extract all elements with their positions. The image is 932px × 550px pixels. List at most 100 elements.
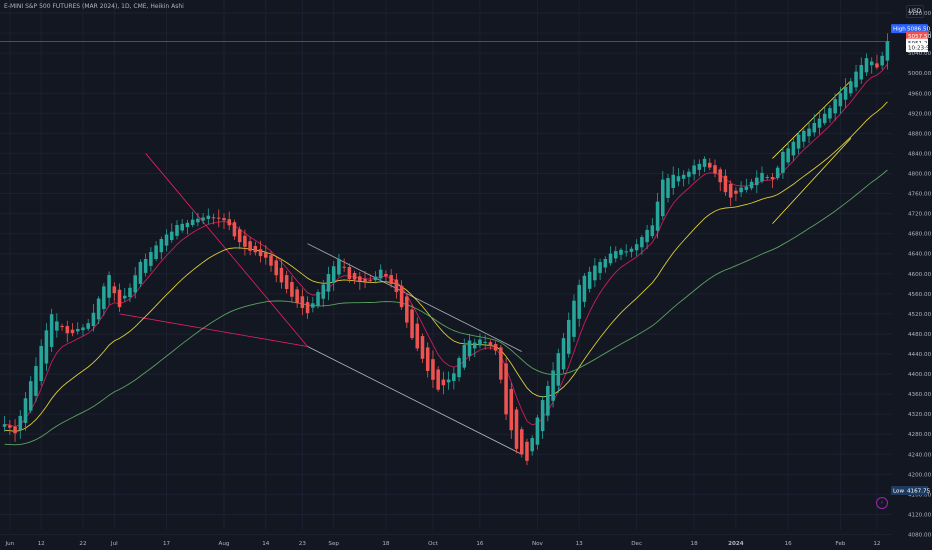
candle-body	[807, 128, 811, 137]
candle-body	[749, 181, 754, 189]
candle-body	[786, 148, 790, 163]
candle-body	[530, 438, 534, 452]
candle-body	[321, 284, 326, 299]
candle-body	[185, 222, 190, 228]
candle-body	[91, 312, 96, 327]
candle-body	[723, 175, 728, 193]
time-tick-label: Dec	[631, 541, 642, 547]
candle-body	[546, 385, 550, 416]
price-axis: 5120.005080.005040.005000.004960.004920.…	[908, 11, 932, 538]
candle-body	[577, 284, 581, 319]
candle-body	[305, 302, 310, 314]
currency-button[interactable]: USD	[906, 5, 924, 18]
candle-body	[812, 122, 817, 133]
sma-slow-line	[4, 169, 888, 446]
candle-body	[875, 63, 879, 68]
candle-body	[692, 165, 696, 175]
low-price-tag: Low 4167.75	[891, 486, 931, 496]
downtrend-line	[145, 153, 308, 347]
price-tick-label: 4360.00	[908, 392, 932, 398]
candle-body	[702, 158, 707, 167]
candle-body	[227, 219, 231, 226]
candle-body	[854, 71, 858, 88]
time-tick-label: 2024	[728, 541, 744, 547]
price-tick-label: 4400.00	[908, 372, 932, 378]
price-tick-label: 4240.00	[908, 452, 932, 458]
candle-body	[452, 373, 456, 381]
candle-body	[75, 328, 80, 332]
candle-body	[645, 229, 649, 243]
time-tick-label: 23	[299, 541, 307, 547]
time-tick-label: Oct	[428, 541, 438, 547]
candle-body	[781, 151, 785, 173]
countdown-tag-text: 10:23:55	[908, 46, 932, 52]
candle-body	[765, 176, 770, 178]
moving-averages	[4, 63, 888, 446]
candle-body	[290, 282, 294, 297]
candle-body	[431, 359, 435, 380]
candle-body	[540, 400, 545, 432]
price-labels: High5086.505057.505051.2510:23:55Low4167…	[891, 24, 932, 496]
candle-body	[222, 218, 226, 221]
candle-body	[159, 238, 164, 253]
time-tick-label: 14	[262, 541, 270, 547]
candle-body	[206, 215, 211, 220]
candle-body	[347, 267, 352, 279]
candle-body	[23, 398, 28, 423]
time-tick-label: 13	[576, 541, 584, 547]
candle-body	[619, 249, 623, 255]
candles	[2, 33, 890, 466]
candle-body	[169, 231, 174, 241]
candle-body	[389, 275, 393, 285]
price-tick-label: 5040.00	[908, 51, 932, 57]
candle-body	[739, 187, 743, 193]
candle-body	[436, 369, 440, 390]
candle-body	[269, 255, 273, 266]
candle-body	[384, 274, 388, 277]
candle-body	[828, 108, 832, 119]
candle-body	[697, 163, 702, 170]
candle-body	[18, 415, 23, 430]
candle-body	[687, 171, 691, 177]
price-tick-label: 4440.00	[908, 352, 932, 358]
price-tick-label: 4680.00	[908, 232, 932, 238]
candle-body	[274, 260, 279, 276]
candle-body	[629, 248, 634, 252]
candle-body	[133, 275, 137, 293]
candle-body	[708, 162, 712, 168]
candle-body	[598, 262, 602, 273]
candle-body	[655, 201, 660, 231]
candle-body	[493, 344, 498, 351]
price-tick-label: 4480.00	[908, 332, 932, 338]
candle-body	[399, 285, 404, 308]
last-price-tag-bg	[906, 31, 928, 41]
candle-body	[478, 339, 482, 346]
candle-body	[843, 86, 848, 100]
price-tick-label: 4920.00	[908, 111, 932, 117]
candle-body	[39, 346, 43, 381]
candle-body	[342, 266, 346, 268]
price-tick-label: 4320.00	[908, 412, 932, 418]
trend-drawings	[0, 41, 890, 455]
candle-body	[869, 61, 874, 66]
candle-body	[603, 258, 608, 268]
candle-body	[143, 258, 148, 273]
timezone-icon[interactable]: ⚡	[876, 497, 888, 509]
candle-body	[44, 330, 49, 364]
candle-body	[718, 169, 723, 183]
candle-body	[499, 347, 503, 380]
time-tick-label: Jul	[110, 541, 118, 547]
candle-body	[190, 219, 195, 225]
time-tick-label: 16	[785, 541, 793, 547]
high-price-bg	[891, 24, 928, 34]
chart-grid	[0, 0, 892, 536]
rising-channel-upper	[772, 80, 852, 159]
candle-body	[337, 258, 341, 275]
ema-mid-line	[4, 101, 888, 432]
countdown-tag-bg	[906, 43, 928, 53]
candle-body	[681, 174, 686, 179]
candle-body	[833, 99, 837, 114]
candle-body	[859, 65, 864, 80]
candle-body	[880, 55, 884, 66]
